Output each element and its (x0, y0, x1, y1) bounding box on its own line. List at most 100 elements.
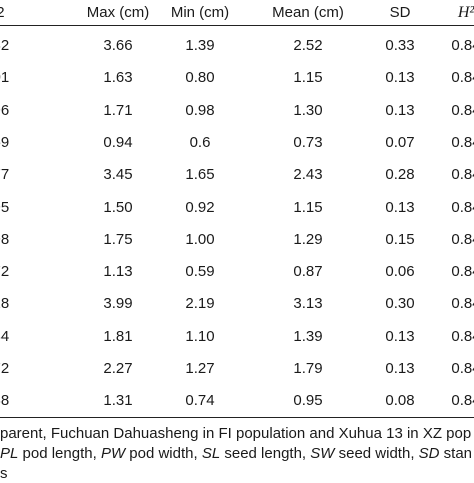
header-cell: 2 (0, 4, 5, 21)
cell-id: 72 (0, 360, 10, 377)
cell-min: 0.59 (185, 263, 215, 281)
cell-sd: 0.33 (385, 37, 415, 54)
cell-max: 1.71 (103, 101, 133, 119)
table-row: 01 1.63 0.80 1.15 0.13 0.84 (0, 62, 474, 94)
cell-id: 96 (0, 101, 10, 119)
cell-sd: 0.13 (385, 101, 415, 119)
cell-mean: 0.87 (293, 263, 323, 281)
cell-max: 3.99 (103, 295, 133, 313)
cell-h2: 0.84 (451, 230, 474, 248)
cell-min: 1.00 (185, 230, 215, 248)
cell-id: 72 (0, 263, 10, 281)
header-sd: SD (389, 4, 411, 21)
abbreviation: PW (100, 445, 126, 462)
definition: pod length, (18, 445, 101, 462)
cell-mean: 1.79 (293, 360, 323, 377)
cell-max: 2.27 (103, 360, 133, 377)
cell-mean: 0.73 (293, 133, 323, 151)
definition: seed width, (334, 445, 419, 462)
cell-id: 95 (0, 198, 10, 216)
cell-h2: 0.84 (451, 327, 474, 345)
cell-id: 34 (0, 327, 10, 345)
cell-max: 3.45 (103, 166, 133, 184)
footnote-line-2: PL pod length, PW pod width, SL seed len… (0, 445, 472, 463)
cell-mean: 2.52 (293, 37, 323, 54)
cell-mean: 1.29 (293, 230, 323, 248)
cell-h2: 0.84 (451, 166, 474, 184)
header-max: Max (cm) (86, 4, 150, 21)
cell-sd: 0.07 (385, 133, 415, 151)
definition: pod width, (125, 445, 202, 462)
cell-sd: 0.13 (385, 327, 415, 345)
cell-id: 77 (0, 166, 10, 184)
definition: stan (439, 445, 473, 462)
cell-sd: 0.06 (385, 263, 415, 281)
cell-h2: 0.84 (451, 37, 474, 54)
cell-id: 69 (0, 133, 10, 151)
cell-id: 01 (0, 69, 10, 87)
cell-sd: 0.13 (385, 360, 415, 377)
cell-max: 1.81 (103, 327, 133, 345)
cell-max: 1.63 (103, 69, 133, 87)
abbreviation: SD (418, 445, 440, 462)
cell-h2: 0.84 (451, 133, 474, 151)
cell-mean: 0.95 (293, 392, 323, 410)
table-row: 98 1.75 1.00 1.29 0.15 0.84 (0, 224, 474, 256)
cell-mean: 3.13 (293, 295, 323, 313)
table-row: 72 2.27 1.27 1.79 0.13 0.84 (0, 353, 474, 385)
abbreviation: SL (201, 445, 221, 462)
cell-mean: 1.39 (293, 327, 323, 345)
cell-max: 3.66 (103, 37, 133, 54)
header-heritability: H² (457, 4, 474, 21)
definition: seed length, (220, 445, 311, 462)
cell-id: 28 (0, 295, 10, 313)
table-row: 34 1.81 1.10 1.39 0.13 0.84 (0, 321, 474, 353)
cell-max: 1.75 (103, 230, 133, 248)
cell-mean: 1.15 (293, 198, 323, 216)
cell-mean: 1.30 (293, 101, 323, 119)
cell-min: 2.19 (185, 295, 215, 313)
cell-id: 88 (0, 392, 10, 410)
cell-sd: 0.15 (385, 230, 415, 248)
cell-sd: 0.13 (385, 198, 415, 216)
footnote-line-1: parent, Fuchuan Dahuasheng in FI populat… (0, 425, 472, 442)
cell-min: 0.6 (189, 133, 211, 151)
footnote-line-3: s (0, 465, 8, 482)
cell-h2: 0.84 (451, 263, 474, 281)
table-header-row: 2 Max (cm) Min (cm) Mean (cm) SD H² (0, 0, 474, 32)
cell-mean: 2.43 (293, 166, 323, 184)
cell-sd: 0.30 (385, 295, 415, 313)
cell-min: 1.27 (185, 360, 215, 377)
table-row: 28 3.99 2.19 3.13 0.30 0.84 (0, 288, 474, 320)
cell-h2: 0.84 (451, 392, 474, 410)
cell-id: 98 (0, 230, 10, 248)
cell-h2: 0.84 (451, 198, 474, 216)
cell-mean: 1.15 (293, 69, 323, 87)
table-row: 88 1.31 0.74 0.95 0.08 0.84 (0, 385, 474, 417)
abbreviation: SW (310, 445, 335, 462)
cell-max: 1.31 (103, 392, 133, 410)
cell-h2: 0.84 (451, 101, 474, 119)
cell-max: 1.50 (103, 198, 133, 216)
cell-h2: 0.84 (451, 69, 474, 87)
cell-max: 1.13 (103, 263, 133, 281)
cell-max: 0.94 (103, 133, 133, 151)
table-row: 95 1.50 0.92 1.15 0.13 0.84 (0, 192, 474, 224)
cell-min: 1.39 (185, 37, 215, 54)
table-row: 96 1.71 0.98 1.30 0.13 0.84 (0, 95, 474, 127)
cell-h2: 0.84 (451, 360, 474, 377)
table-row: 82 3.66 1.39 2.52 0.33 0.84 (0, 30, 474, 62)
cell-min: 0.80 (185, 69, 215, 87)
bottom-rule (0, 417, 474, 418)
table-row: 77 3.45 1.65 2.43 0.28 0.84 (0, 159, 474, 191)
table-row: 72 1.13 0.59 0.87 0.06 0.84 (0, 256, 474, 288)
table-row: 69 0.94 0.6 0.73 0.07 0.84 (0, 127, 474, 159)
header-min: Min (cm) (170, 4, 230, 21)
cell-h2: 0.84 (451, 295, 474, 313)
abbreviation: PL (0, 445, 19, 462)
cell-min: 1.65 (185, 166, 215, 184)
cell-min: 0.92 (185, 198, 215, 216)
cell-sd: 0.08 (385, 392, 415, 410)
cell-min: 1.10 (185, 327, 215, 345)
cell-sd: 0.28 (385, 166, 415, 184)
